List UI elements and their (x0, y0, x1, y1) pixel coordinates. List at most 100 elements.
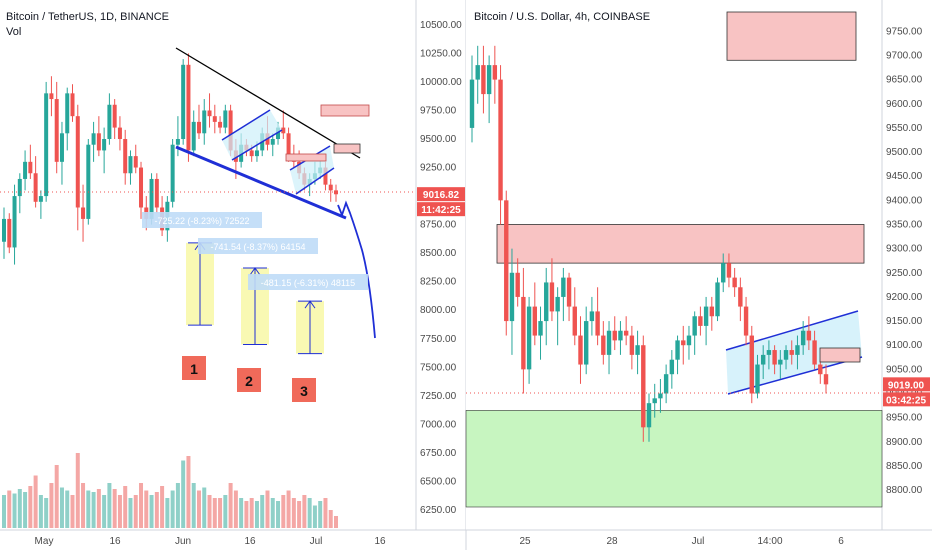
left-time-axis[interactable]: May 16 Jun 16 Jul 16 (35, 536, 386, 547)
candle-body (196, 121, 201, 134)
volume-bar (33, 475, 38, 528)
left-y-tick-label: 6750.00 (420, 448, 457, 459)
candle-body (549, 282, 555, 312)
right-x-tick-label: 6 (838, 536, 844, 547)
candle-body (181, 64, 186, 140)
volume-bar (307, 498, 312, 528)
candle-body (806, 330, 812, 341)
candle-body (555, 296, 560, 312)
left-annotations: -725.22 (-8.23%) 72522 -741.54 (-8.37%) 6… (142, 212, 368, 402)
candle-body (749, 335, 754, 394)
candle-body (738, 287, 743, 307)
candle-body (86, 144, 91, 219)
left-x-tick-label: May (35, 536, 54, 547)
volume-bar (154, 492, 159, 528)
volume-bar (175, 483, 180, 528)
number-badge-label: 2 (245, 373, 253, 389)
right-time-axis[interactable]: 25 28 Jul 14:00 6 (519, 536, 844, 547)
right-price-axis[interactable]: 9750.00 9700.00 9650.00 9600.00 9550.00 9500.… (883, 26, 930, 496)
candle-body (795, 345, 800, 355)
volume-bar (149, 495, 154, 528)
candle-body (12, 196, 17, 248)
left-price-axis[interactable]: 10500.00 10250.00 10000.00 9750.00 9500.00 92… (417, 20, 465, 516)
right-chart-panel: Bitcoin / U.S. Dollar, 4h, COINBASE (465, 0, 932, 531)
candle-body (123, 139, 128, 174)
candle-body (601, 335, 606, 355)
volume-bar (70, 495, 75, 528)
candle-body (486, 65, 492, 95)
volume-bar (165, 498, 170, 528)
right-countdown-tag (883, 392, 930, 407)
candle-body (658, 393, 663, 399)
candle-body (578, 335, 583, 365)
volume-bar (2, 495, 6, 528)
candle-body (33, 173, 38, 202)
volume-bar (75, 453, 80, 528)
measure-label: -741.54 (-8.37%) 64154 (210, 242, 305, 252)
left-price-tag (417, 187, 465, 202)
volume-bar (112, 489, 117, 528)
right-y-tick-label: 9350.00 (886, 219, 923, 230)
candle-body (589, 311, 595, 322)
candle-body (623, 330, 629, 336)
left-zone-box-3 (285, 153, 327, 162)
candle-body (202, 110, 207, 134)
candle-body (96, 133, 101, 151)
candle-body (133, 156, 138, 168)
candle-body (612, 330, 617, 341)
right-x-tick-label: 14:00 (757, 536, 782, 547)
candle-body (715, 282, 720, 317)
candle-body (117, 127, 122, 140)
volume-bar (160, 486, 165, 528)
candle-body (521, 296, 526, 370)
left-y-tick-label: 8250.00 (420, 277, 457, 288)
candle-body (498, 79, 503, 201)
candle-body (59, 133, 64, 162)
volume-bar (228, 483, 233, 528)
right-y-tick-label: 9400.00 (886, 195, 923, 206)
right-y-tick-label: 9100.00 (886, 340, 923, 351)
left-y-tick-label: 8500.00 (420, 248, 457, 259)
left-volume-label: Vol (6, 26, 21, 38)
left-y-tick-label: 9750.00 (420, 105, 457, 116)
candle-body (107, 104, 112, 140)
right-y-tick-label: 9500.00 (886, 147, 923, 158)
number-badge (292, 378, 316, 402)
candle-body (154, 178, 159, 208)
right-x-tick-label: Jul (692, 536, 705, 547)
candle-body (726, 263, 732, 278)
candle-body (652, 398, 657, 404)
left-y-tick-label: 10500.00 (420, 20, 462, 31)
candle-body (249, 150, 254, 157)
left-y-tick-label: 8750.00 (420, 220, 457, 231)
right-countdown: 03:42:25 (886, 395, 926, 406)
volume-bar (291, 498, 296, 528)
right-green-zone (465, 410, 883, 508)
candle-body (81, 207, 86, 219)
volume-bar (218, 498, 223, 528)
volume-bar (102, 495, 107, 528)
left-channel-line-1a (221, 109, 271, 141)
right-y-tick-label: 9600.00 (886, 99, 923, 110)
left-y-tick-label: 10000.00 (420, 77, 462, 88)
left-y-tick-label: 8000.00 (420, 305, 457, 316)
volume-bar (265, 490, 270, 528)
volume-bar (117, 495, 122, 528)
candle-body (823, 374, 829, 385)
volume-bar (312, 505, 317, 528)
candle-body (91, 133, 96, 145)
volume-bar (96, 489, 101, 528)
left-x-tick-label: Jul (310, 536, 323, 547)
volume-bar (186, 456, 191, 528)
candle-body (23, 161, 28, 179)
candle-body (75, 116, 80, 208)
candle-body (70, 93, 75, 117)
candle-body (7, 218, 12, 248)
right-y-tick-label: 9150.00 (886, 316, 923, 327)
left-volume-series (2, 453, 338, 528)
volume-bar (323, 498, 328, 528)
measure-label-bg (248, 274, 368, 290)
candle-body (675, 340, 680, 360)
left-chart-panel: -725.22 (-8.23%) 72522 -741.54 (-8.37%) 6… (0, 0, 466, 531)
candle-body (212, 116, 217, 122)
